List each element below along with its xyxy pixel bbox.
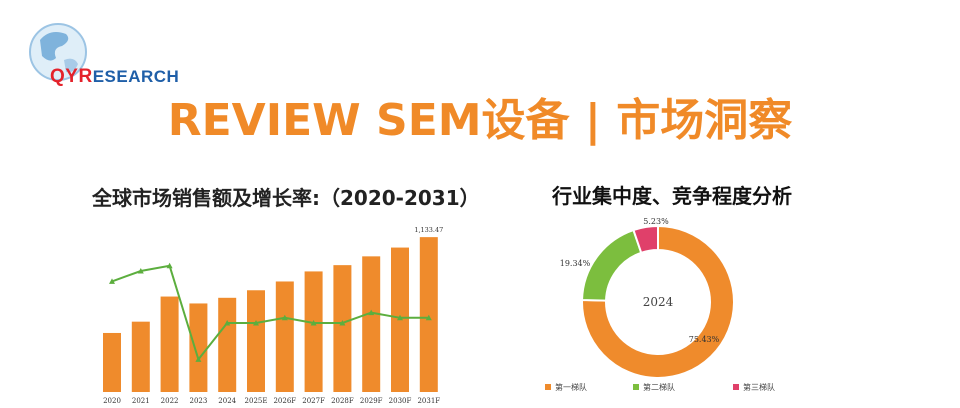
legend-swatch bbox=[545, 384, 551, 390]
x-tick-label: 2021 bbox=[132, 397, 150, 405]
x-tick-label: 2030F bbox=[389, 397, 412, 405]
x-tick-label: 2025E bbox=[245, 397, 268, 405]
x-tick-label: 2024 bbox=[218, 397, 236, 405]
slice-label: 19.34% bbox=[560, 259, 591, 268]
legend-swatch bbox=[633, 384, 639, 390]
bar-2022 bbox=[160, 296, 179, 392]
growth-rate-line bbox=[111, 264, 429, 362]
x-tick-label: 2027F bbox=[302, 397, 325, 405]
bar-2023 bbox=[189, 303, 208, 392]
growth-point-2022 bbox=[166, 262, 173, 269]
bar-2021 bbox=[131, 321, 150, 392]
last-value-label: 1,133.47 bbox=[414, 226, 443, 234]
x-tick-label: 2022 bbox=[161, 397, 179, 405]
growth-point-2026F bbox=[281, 314, 288, 321]
x-tick-label: 2026F bbox=[273, 397, 296, 405]
bar-2025E bbox=[247, 290, 265, 392]
growth-point-2030F bbox=[397, 314, 403, 321]
growth-point-2031F bbox=[425, 314, 432, 321]
bar-2020 bbox=[103, 332, 121, 392]
growth-point-2024 bbox=[224, 320, 231, 326]
globe-icon bbox=[29, 23, 87, 81]
bar-2024 bbox=[218, 297, 237, 392]
bar-2027F bbox=[304, 271, 323, 392]
bar-2029F bbox=[362, 256, 381, 392]
bar-2026F bbox=[275, 281, 294, 392]
x-tick-label: 2028F bbox=[331, 397, 354, 405]
sales-bar-chart: 2020 2021 2022 2023 2024 2025E 2026F 2027F 2028F… bbox=[103, 226, 443, 405]
legend-label: 第三梯队 bbox=[743, 382, 775, 392]
pie-chart-title: 行业集中度、竞争程度分析 bbox=[552, 184, 792, 208]
bar-2031F bbox=[419, 237, 438, 392]
growth-point-2025E bbox=[253, 320, 259, 326]
slice-1 bbox=[581, 224, 735, 379]
page-title: REVIEW SEM设备 | 市场洞察 bbox=[167, 95, 793, 146]
bar-chart-title: 全球市场销售额及增长率:（2020-2031） bbox=[92, 186, 480, 210]
x-tick-label: 2023 bbox=[189, 397, 207, 405]
slice-3 bbox=[632, 224, 659, 255]
growth-point-2023 bbox=[195, 356, 202, 362]
growth-point-2029F bbox=[368, 309, 375, 316]
slice-2 bbox=[581, 228, 643, 302]
donut-center-label: 2024 bbox=[643, 295, 674, 309]
legend-label: 第二梯队 bbox=[643, 382, 675, 392]
x-tick-label: 2031F bbox=[417, 397, 440, 405]
slice-label: 75.43% bbox=[689, 335, 720, 344]
legend-label: 第一梯队 bbox=[555, 382, 587, 392]
growth-point-2028F bbox=[339, 320, 346, 326]
concentration-donut-chart: 75.43% 19.34% 5.23% 2024 第一梯队 第二梯队 第三梯队 bbox=[545, 217, 775, 392]
bar-2028F bbox=[333, 265, 352, 392]
qyresearch-logo: QYRESEARCH bbox=[14, 10, 179, 90]
growth-point-2027F bbox=[310, 320, 317, 326]
growth-point-2020 bbox=[109, 278, 115, 284]
growth-point-2021 bbox=[137, 268, 144, 274]
logo-text: QYRESEARCH bbox=[50, 66, 180, 87]
legend-swatch bbox=[733, 384, 739, 390]
slice-label: 5.23% bbox=[643, 217, 669, 226]
x-tick-label: 2020 bbox=[103, 397, 121, 405]
x-tick-label: 2029F bbox=[360, 397, 383, 405]
